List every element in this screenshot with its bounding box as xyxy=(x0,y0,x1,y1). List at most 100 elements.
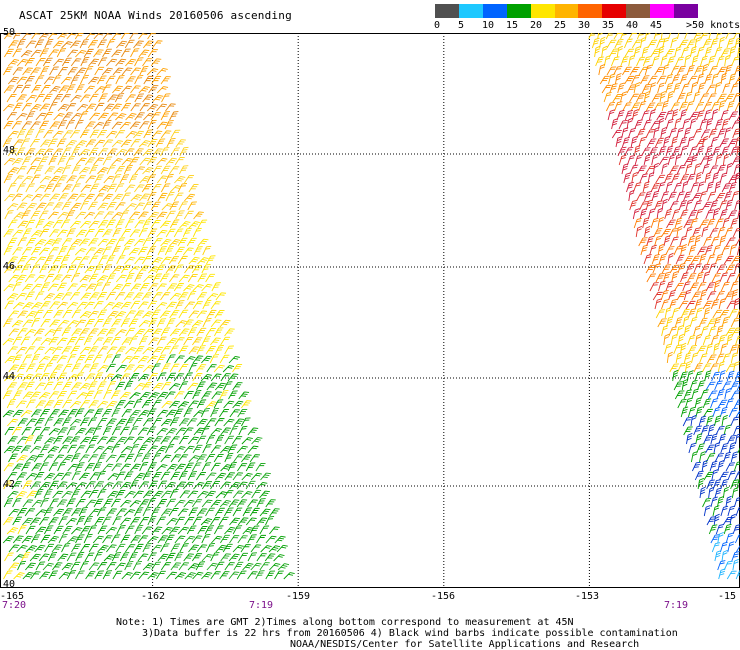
wind-barb xyxy=(228,499,240,508)
wind-barb xyxy=(694,298,703,310)
wind-barb xyxy=(124,380,134,391)
wind-barb xyxy=(12,302,25,310)
wind-barb xyxy=(96,400,109,409)
wind-barb xyxy=(49,301,60,310)
wind-barb xyxy=(44,525,54,535)
wind-barb xyxy=(8,364,19,373)
wind-barb xyxy=(728,407,738,418)
wind-barb xyxy=(121,33,131,40)
wind-barb xyxy=(628,54,635,67)
wind-barb xyxy=(34,239,47,247)
wind-barb xyxy=(236,445,248,454)
wind-barb xyxy=(35,291,45,301)
wind-barb xyxy=(192,337,203,346)
wind-barb xyxy=(92,462,102,472)
wind-barb xyxy=(67,444,77,454)
wind-barb xyxy=(106,201,117,211)
wind-barb xyxy=(165,191,175,202)
wind-barb xyxy=(715,291,725,301)
wind-barb xyxy=(710,299,720,310)
wind-barb xyxy=(662,271,671,283)
wind-barb xyxy=(93,318,104,328)
wind-barb xyxy=(44,255,54,265)
wind-barb xyxy=(110,390,121,400)
wind-barb xyxy=(224,526,236,535)
wind-barb xyxy=(169,363,180,373)
wind-barb xyxy=(661,299,670,310)
wind-barb xyxy=(730,390,740,400)
wind-barb xyxy=(7,256,19,265)
wind-barb xyxy=(43,488,53,499)
wind-barb xyxy=(229,409,240,418)
wind-barb xyxy=(191,535,203,544)
wind-barb xyxy=(102,482,114,490)
wind-barb xyxy=(74,119,84,130)
wind-barb xyxy=(21,103,32,112)
wind-barb xyxy=(125,219,135,229)
wind-barb xyxy=(664,110,674,121)
wind-barb xyxy=(222,543,233,553)
wind-barb xyxy=(49,193,61,202)
wind-barb xyxy=(184,517,195,526)
wind-barb xyxy=(88,201,98,211)
wind-barb xyxy=(102,33,114,40)
colorbar-swatch-5 xyxy=(554,4,579,18)
wind-barb xyxy=(35,129,45,139)
wind-barb xyxy=(205,542,215,553)
wind-barb xyxy=(35,58,46,67)
lat-label-40: 40 xyxy=(3,579,16,590)
wind-barb xyxy=(192,373,203,382)
wind-barb xyxy=(20,445,32,454)
wind-barb xyxy=(166,372,176,382)
wind-barb xyxy=(52,183,62,193)
wind-barb xyxy=(192,462,202,472)
wind-barb xyxy=(717,128,726,139)
wind-barb xyxy=(133,238,146,247)
wind-barb xyxy=(177,526,189,535)
wind-barb xyxy=(161,93,171,103)
wind-barb xyxy=(142,471,152,481)
wind-barb xyxy=(173,283,184,292)
note-line-2: 3)Data buffer is 22 hrs from 20160506 4)… xyxy=(142,628,678,639)
wind-barb xyxy=(693,363,703,373)
wind-barb xyxy=(48,371,58,382)
wind-barb xyxy=(731,255,740,265)
wind-barb xyxy=(187,273,198,283)
wind-barb xyxy=(161,400,173,409)
wind-barb xyxy=(683,127,691,139)
wind-barb xyxy=(138,409,150,418)
wind-barb xyxy=(658,45,665,58)
wind-barb xyxy=(623,38,633,49)
wind-barb xyxy=(259,490,270,499)
wind-barb xyxy=(106,273,116,283)
wind-barb xyxy=(710,534,720,544)
wind-barb xyxy=(80,292,92,301)
wind-barb xyxy=(130,283,142,292)
wind-barb xyxy=(250,544,262,553)
wind-barb xyxy=(708,262,717,274)
wind-barb xyxy=(152,148,163,157)
wind-barb xyxy=(196,381,206,391)
wind-barb xyxy=(17,256,28,265)
wind-barb xyxy=(156,283,167,292)
wind-barb xyxy=(656,38,665,49)
wind-barb xyxy=(726,435,737,445)
wind-barb xyxy=(67,320,79,328)
wind-barb xyxy=(674,153,682,166)
wind-barb xyxy=(657,243,665,256)
wind-barb xyxy=(111,407,121,418)
wind-barb xyxy=(56,337,68,346)
wind-barb xyxy=(669,363,679,373)
wind-barb xyxy=(205,328,216,337)
wind-barb xyxy=(173,228,184,238)
wind-barb xyxy=(84,390,95,400)
wind-barb xyxy=(196,292,208,301)
wind-barb xyxy=(141,292,153,301)
wind-barb xyxy=(722,353,731,364)
wind-barb xyxy=(83,515,93,526)
wind-barb xyxy=(265,535,277,544)
wind-barb xyxy=(730,479,739,490)
wind-barb xyxy=(228,356,240,364)
wind-barb xyxy=(124,453,135,463)
wind-barb xyxy=(702,363,712,373)
